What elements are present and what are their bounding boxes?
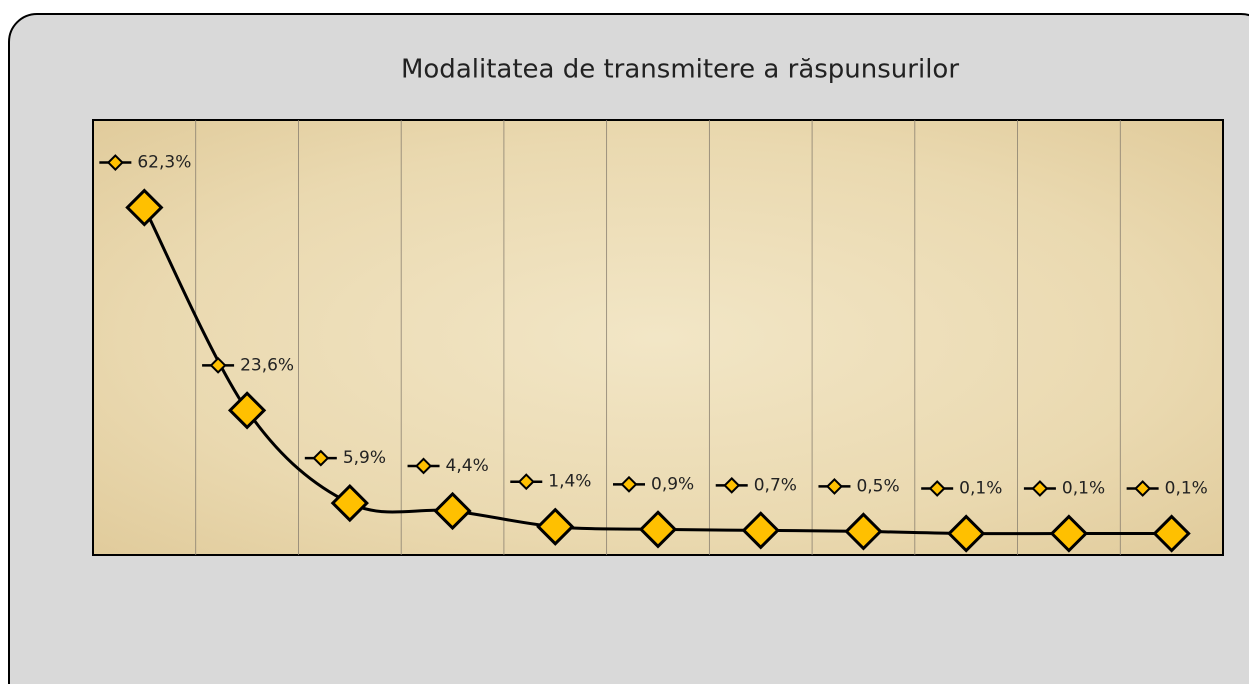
data-point bbox=[227, 391, 267, 430]
plot-area bbox=[92, 119, 1224, 556]
data-point bbox=[536, 507, 575, 546]
data-label: 23,6% bbox=[240, 355, 294, 375]
data-label: 0,9% bbox=[651, 474, 694, 494]
data-label: 0,1% bbox=[1165, 479, 1208, 499]
label-key-marker bbox=[415, 457, 432, 475]
data-point bbox=[741, 511, 780, 550]
label-key-marker bbox=[1031, 480, 1049, 497]
data-point bbox=[330, 483, 369, 523]
data-point bbox=[947, 514, 986, 553]
label-key-marker bbox=[209, 356, 227, 374]
data-label: 1,4% bbox=[548, 472, 591, 492]
data-label: 62,3% bbox=[137, 153, 191, 173]
data-label: 0,7% bbox=[754, 475, 797, 495]
data-label: 5,9% bbox=[343, 448, 386, 468]
chart-title: Modalitatea de transmitere a răspunsuril… bbox=[401, 55, 959, 85]
data-point bbox=[1049, 514, 1089, 553]
data-label: 4,4% bbox=[446, 456, 489, 476]
data-label: 0,5% bbox=[856, 476, 899, 496]
data-label: 0,1% bbox=[959, 479, 1002, 499]
data-point bbox=[638, 510, 678, 549]
label-key-marker bbox=[1134, 480, 1152, 497]
data-point bbox=[125, 188, 164, 227]
data-label: 0,1% bbox=[1062, 479, 1105, 499]
label-key-marker bbox=[517, 473, 535, 491]
label-key-marker bbox=[826, 478, 843, 495]
label-key-marker bbox=[723, 476, 741, 494]
data-point bbox=[844, 512, 883, 551]
label-key-marker bbox=[312, 449, 330, 467]
label-key-marker bbox=[620, 475, 638, 493]
label-key-marker bbox=[106, 154, 124, 171]
data-point bbox=[433, 491, 472, 531]
label-key-marker bbox=[928, 480, 946, 497]
data-point bbox=[1152, 514, 1191, 553]
